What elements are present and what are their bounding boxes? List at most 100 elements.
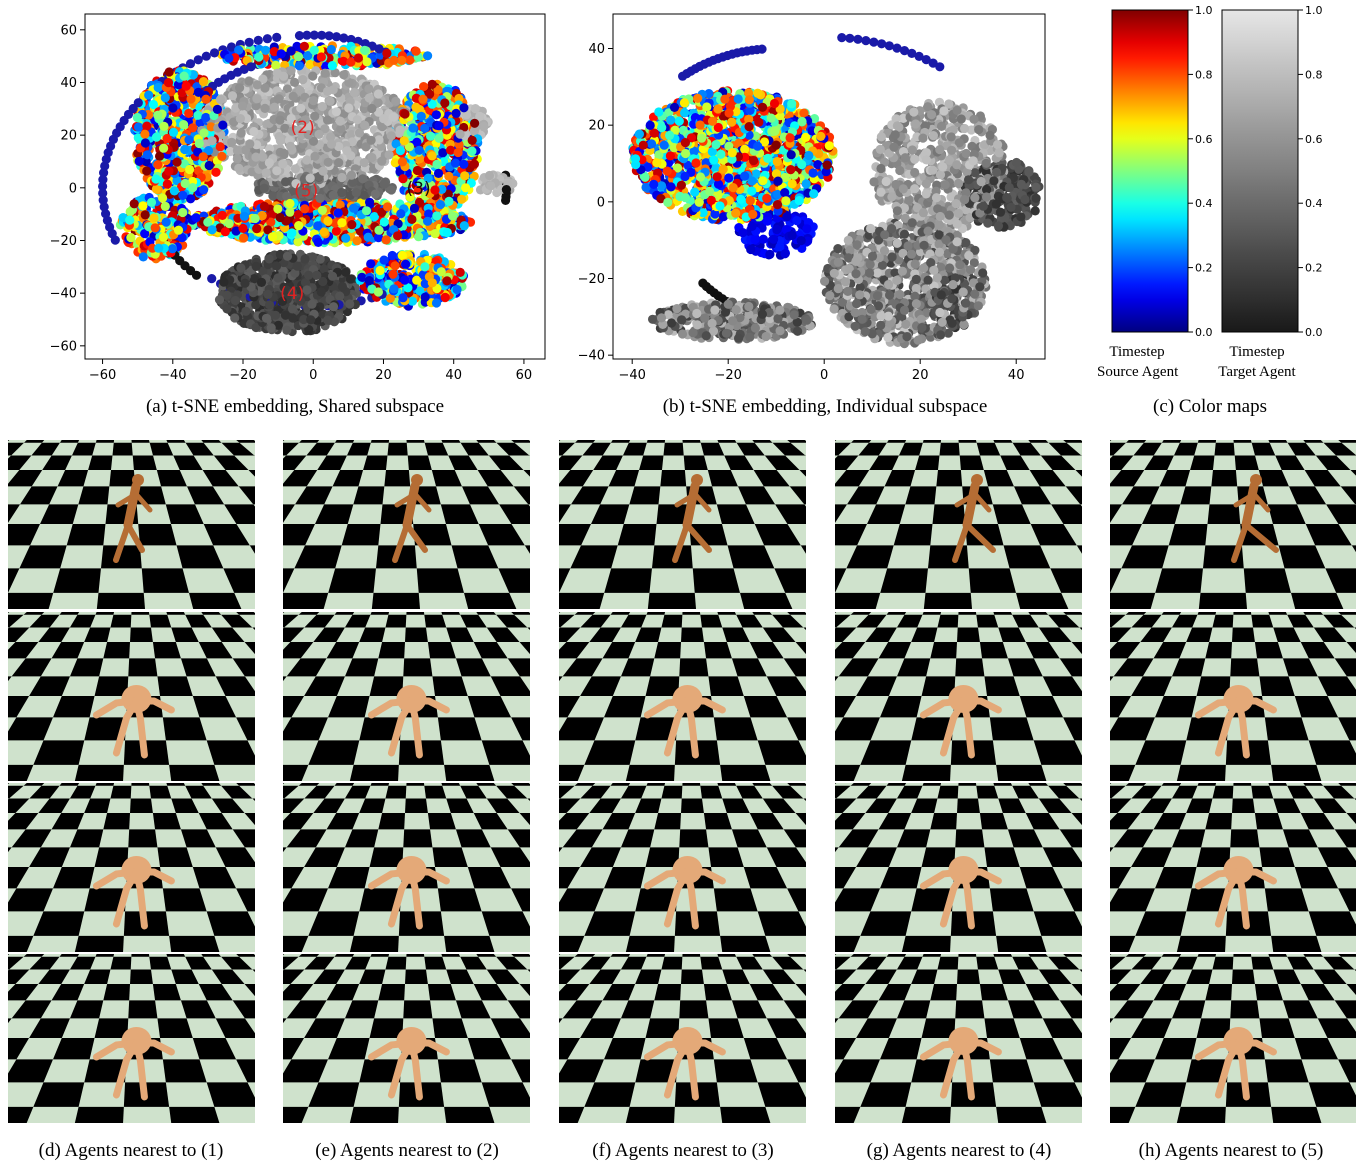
data-point	[279, 148, 289, 158]
data-point	[328, 190, 338, 200]
data-point	[432, 159, 442, 169]
data-point	[319, 264, 329, 274]
data-point	[237, 101, 248, 111]
data-point	[226, 70, 236, 80]
data-point	[234, 45, 244, 55]
data-point	[201, 112, 211, 123]
data-point	[287, 304, 298, 314]
data-point	[398, 293, 408, 303]
y-tick-label: 0	[69, 181, 77, 196]
data-point	[460, 171, 470, 181]
data-point	[164, 67, 174, 77]
data-point	[193, 110, 203, 120]
data-point	[236, 128, 246, 138]
scatter-points	[98, 30, 518, 337]
data-point	[151, 184, 161, 194]
data-point	[389, 55, 399, 65]
data-point	[353, 53, 363, 63]
data-point	[359, 158, 369, 168]
data-point	[344, 103, 354, 113]
data-point	[414, 232, 424, 242]
data-point	[440, 292, 450, 302]
data-point	[272, 32, 282, 43]
data-point	[275, 249, 285, 259]
data-point	[302, 30, 312, 40]
data-point	[386, 185, 396, 195]
data-point	[252, 224, 262, 234]
data-point	[227, 91, 238, 101]
data-point	[397, 55, 407, 65]
data-point	[461, 183, 471, 193]
x-tick-label: −20	[229, 368, 256, 383]
data-point	[232, 154, 242, 164]
data-point	[359, 190, 369, 200]
data-point	[397, 157, 407, 167]
data-point	[286, 113, 296, 124]
y-tick-label: 60	[60, 23, 77, 38]
data-point	[434, 133, 444, 143]
data-point	[232, 145, 242, 156]
data-point	[278, 159, 288, 169]
data-point	[427, 79, 437, 89]
data-point	[379, 255, 389, 265]
data-point	[358, 174, 368, 184]
data-point	[214, 295, 225, 305]
data-point	[412, 275, 422, 285]
data-point	[312, 270, 322, 280]
data-point	[331, 226, 341, 236]
data-point	[347, 220, 357, 230]
data-point	[150, 223, 160, 233]
data-point	[405, 55, 415, 65]
data-point	[432, 211, 442, 221]
data-point	[334, 158, 344, 168]
data-point	[282, 84, 292, 94]
data-point	[251, 152, 261, 162]
data-point	[98, 195, 108, 205]
data-point	[277, 296, 287, 306]
data-point	[211, 167, 221, 177]
data-point	[367, 103, 377, 114]
data-point	[269, 102, 280, 112]
plot-frame	[84, 13, 546, 360]
data-point	[230, 313, 240, 323]
data-point	[142, 166, 152, 176]
data-point	[373, 287, 383, 297]
data-point	[442, 227, 452, 238]
data-point	[167, 244, 178, 254]
data-point	[348, 177, 358, 187]
data-point	[420, 262, 430, 272]
data-point	[333, 208, 343, 218]
data-point	[249, 274, 259, 284]
data-point	[467, 135, 477, 145]
data-point	[270, 310, 281, 320]
data-point	[98, 175, 108, 185]
data-point	[256, 277, 267, 287]
data-point	[296, 103, 306, 113]
data-point	[450, 158, 461, 168]
data-point	[337, 281, 347, 292]
data-point	[299, 314, 309, 325]
data-point	[326, 44, 336, 55]
data-point	[260, 83, 270, 93]
data-point	[172, 175, 182, 186]
data-point	[357, 272, 367, 282]
data-point	[310, 151, 320, 161]
data-point	[326, 132, 336, 142]
data-point	[198, 77, 209, 87]
data-point	[212, 104, 222, 114]
data-point	[169, 186, 179, 196]
data-point	[381, 235, 391, 245]
data-point	[217, 151, 227, 161]
data-point	[98, 181, 108, 191]
data-point	[364, 276, 374, 286]
data-point	[258, 74, 268, 84]
data-point	[295, 86, 305, 96]
data-point	[236, 263, 246, 273]
data-point	[416, 111, 426, 121]
data-point	[146, 197, 157, 207]
data-point	[346, 170, 357, 180]
data-point	[461, 110, 472, 120]
data-point	[327, 271, 338, 281]
data-point	[459, 159, 469, 169]
